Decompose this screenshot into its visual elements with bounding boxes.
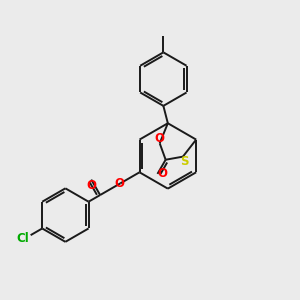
Text: Cl: Cl	[16, 232, 29, 245]
Text: O: O	[114, 177, 124, 190]
Text: O: O	[155, 132, 165, 145]
Text: O: O	[86, 179, 96, 192]
Text: O: O	[158, 167, 168, 180]
Text: S: S	[180, 154, 189, 168]
